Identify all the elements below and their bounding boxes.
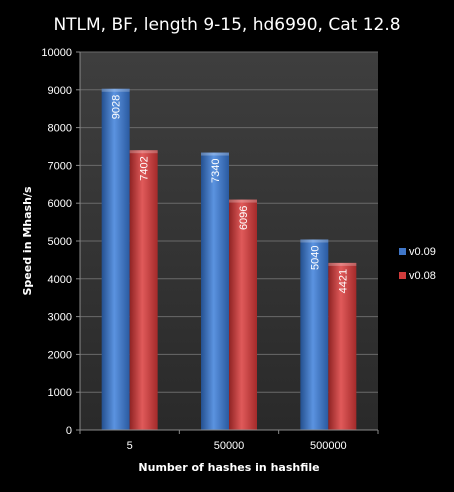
bar-v0.08-50000 [229, 199, 257, 430]
bars [101, 88, 357, 430]
bar-top-highlight [201, 152, 229, 156]
x-tick-label: 50000 [214, 440, 245, 452]
y-tick-label: 1000 [48, 387, 72, 399]
bar-value-label: 6096 [238, 206, 250, 230]
bar-top-highlight [328, 262, 357, 266]
legend-swatch-v0.09 [399, 248, 406, 255]
y-tick-label: 5000 [48, 236, 72, 248]
bar-v0.09-500000 [300, 239, 329, 430]
y-tick-label: 2000 [48, 349, 72, 361]
bar-top-highlight [101, 88, 130, 92]
bar-value-label: 5040 [309, 245, 321, 269]
chart-title: NTLM, BF, length 9-15, hd6990, Cat 12.8 [53, 15, 400, 35]
bar-v0.09-50000 [201, 152, 229, 430]
y-tick-label: 0 [66, 425, 72, 437]
y-tick-label: 9000 [48, 85, 72, 97]
legend-swatch-v0.08 [399, 272, 406, 279]
legend: v0.09 v0.08 [399, 246, 436, 282]
y-axis-ticks: 0 1000 2000 3000 4000 5000 6000 7000 8000 9000 100… [41, 47, 80, 437]
legend-label: v0.08 [409, 270, 436, 282]
bar-v0.08-5 [129, 150, 158, 430]
y-tick-label: 4000 [48, 274, 72, 286]
bar-top-highlight [229, 199, 257, 203]
y-axis-label: Speed in Mhash/s [21, 186, 34, 295]
y-tick-label: 7000 [48, 160, 72, 172]
bar-v0.09-5 [101, 88, 130, 430]
bar-v0.08-500000 [328, 262, 357, 430]
y-tick-label: 6000 [48, 198, 72, 210]
bar-top-highlight [129, 150, 158, 154]
x-axis-label: Number of hashes in hashfile [138, 461, 319, 474]
x-tick-label: 500000 [310, 440, 347, 452]
x-tick-label: 5 [127, 440, 133, 452]
legend-label: v0.09 [409, 246, 436, 258]
bar-value-label: 7402 [139, 156, 151, 180]
bar-value-label: 4421 [337, 269, 349, 293]
y-tick-label: 8000 [48, 123, 72, 135]
bar-value-labels: 9028 7402 7340 6096 5040 4421 [111, 95, 350, 294]
bar-value-label: 9028 [111, 95, 123, 119]
x-axis-ticks: 5 50000 500000 [79, 430, 379, 452]
bar-top-highlight [300, 239, 329, 243]
y-tick-label: 3000 [48, 312, 72, 324]
y-tick-label: 10000 [41, 47, 72, 59]
bar-value-label: 7340 [210, 159, 222, 183]
